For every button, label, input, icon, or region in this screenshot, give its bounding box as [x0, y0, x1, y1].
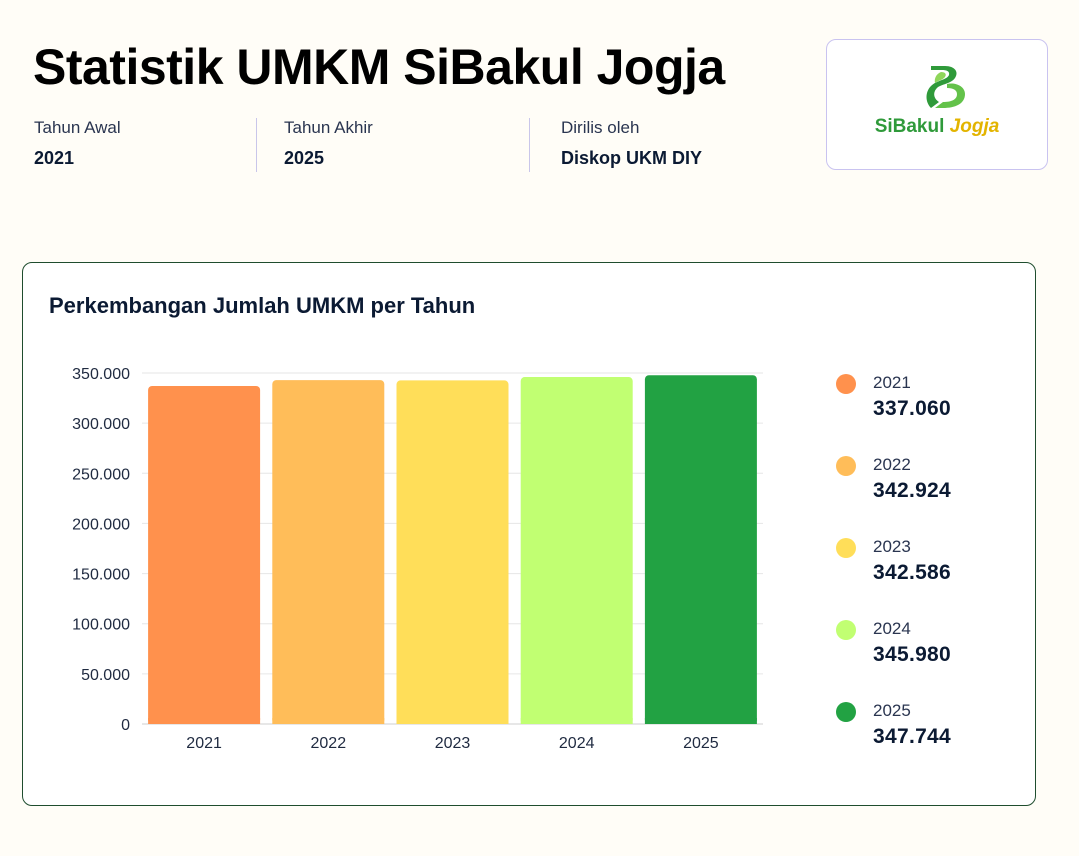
chart-legend: 2021 337.060 2022 342.924 2023 342.586 2024 345… [836, 371, 1026, 781]
legend-year: 2023 [873, 537, 911, 556]
legend-item: 2023 342.586 [836, 535, 1026, 617]
meta-publisher: Dirilis oleh Diskop UKM DIY [529, 118, 702, 172]
legend-year: 2025 [873, 701, 911, 720]
legend-year: 2024 [873, 619, 911, 638]
meta-label: Dirilis oleh [561, 118, 640, 137]
chart-title: Perkembangan Jumlah UMKM per Tahun [49, 293, 476, 318]
sibakul-logo-icon [926, 66, 965, 108]
y-tick-label: 250.000 [72, 466, 130, 483]
legend-item: 2024 345.980 [836, 617, 1026, 699]
legend-item: 2025 347.744 [836, 699, 1026, 781]
y-tick-label: 300.000 [72, 416, 130, 433]
meta-label: Tahun Akhir [284, 118, 373, 137]
meta-end-year: Tahun Akhir 2025 [256, 118, 373, 172]
bar-2022 [272, 380, 385, 724]
meta-value: Diskop UKM DIY [561, 148, 703, 168]
page-title: Statistik UMKM SiBakul Jogja [33, 39, 725, 95]
legend-value: 337.060 [873, 397, 952, 420]
bar-2023 [396, 380, 509, 724]
y-tick-label: 200.000 [72, 516, 130, 533]
legend-swatch [836, 374, 856, 394]
y-tick-label: 0 [121, 717, 130, 734]
legend-value: 345.980 [873, 643, 952, 666]
logo-text-primary: SiBakul [874, 116, 945, 137]
bar-base [396, 718, 509, 724]
legend-value: 342.586 [873, 561, 952, 584]
bar-base [148, 718, 261, 724]
bar-2024 [520, 377, 633, 724]
chart-card: Perkembangan Jumlah UMKM per Tahun 0 50.0… [22, 262, 1036, 806]
legend-year: 2022 [873, 455, 911, 474]
legend-swatch [836, 456, 856, 476]
bar-chart: 0 50.000 100.000 150.000 200.000 250.000 300.0… [72, 366, 763, 752]
legend-item: 2022 342.924 [836, 453, 1026, 535]
x-tick-label: 2025 [683, 735, 719, 752]
x-tick-label: 2023 [435, 735, 471, 752]
logo-text-secondary: Jogja [949, 116, 1000, 137]
logo-card: SiBakul Jogja [826, 39, 1048, 170]
legend-swatch [836, 702, 856, 722]
x-tick-label: 2021 [186, 735, 222, 752]
legend-value: 347.744 [873, 725, 952, 748]
bar-2025 [644, 375, 757, 724]
y-tick-label: 150.000 [72, 567, 130, 584]
bar-base [520, 718, 633, 724]
bar-base [644, 718, 757, 724]
meta-label: Tahun Awal [34, 118, 121, 137]
bar-base [272, 718, 385, 724]
legend-value: 342.924 [873, 479, 952, 502]
x-tick-label: 2024 [559, 735, 595, 752]
meta-start-year: Tahun Awal 2021 [34, 118, 121, 172]
y-tick-label: 50.000 [81, 667, 130, 684]
y-tick-label: 100.000 [72, 617, 130, 634]
legend-swatch [836, 620, 856, 640]
legend-year: 2021 [873, 373, 911, 392]
meta-value: 2021 [34, 148, 75, 168]
bar-2021 [148, 385, 261, 724]
logo-text: SiBakul Jogja [827, 116, 1047, 138]
x-tick-label: 2022 [311, 735, 347, 752]
legend-swatch [836, 538, 856, 558]
legend-item: 2021 337.060 [836, 371, 1026, 453]
meta-value: 2025 [284, 148, 325, 168]
y-tick-label: 350.000 [72, 366, 130, 383]
